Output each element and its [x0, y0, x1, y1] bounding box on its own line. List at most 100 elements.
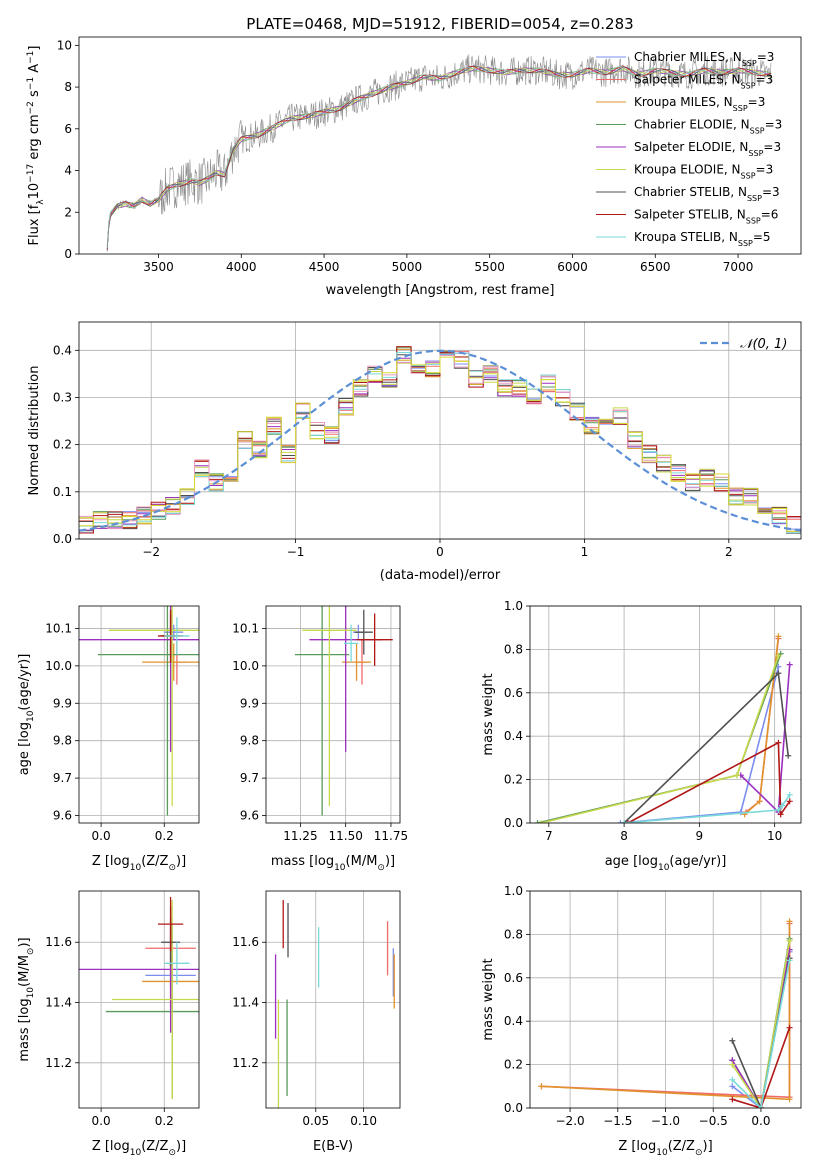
spectrum-frame — [78, 36, 802, 255]
spectrum-xtick-label: 4000 — [226, 260, 257, 274]
mass-vs-z-ytick-label: 11.6 — [45, 935, 72, 949]
legend-entry-5: Kroupa ELODIE, NSSP=3 — [634, 163, 773, 181]
age-vs-z-xlabel: Z [log10(Z/Z⊙)] — [92, 854, 186, 873]
residuals-xtick-label: 0 — [436, 545, 444, 559]
legend-entry-6: Chabrier STELIB, NSSP=3 — [634, 185, 780, 203]
age-vs-z-ytick-label: 9.7 — [53, 771, 72, 785]
mass-weight-vs-z-marker-7 — [786, 1024, 793, 1031]
age-vs-mass-ytick-label: 9.7 — [240, 771, 259, 785]
spectrum-ylabel-part: ] — [27, 46, 42, 51]
legend-entry-part: SSP — [742, 59, 757, 68]
age-vs-z-ytick-label: 9.9 — [53, 696, 72, 710]
gaussian-legend-label: 𝒩(0, 1) — [740, 337, 787, 352]
legend-entry-part: =3 — [756, 163, 774, 177]
legend-entry-part: Salpeter STELIB, N — [634, 208, 746, 222]
mass-weight-vs-z-xlabel-part: ⊙ — [695, 1148, 703, 1158]
legend-entry-part: Chabrier ELODIE, N — [634, 118, 750, 132]
spectrum-ylabel-part: erg cm — [27, 114, 42, 163]
mass-vs-z-xtick-label: 0.0 — [92, 1114, 111, 1128]
spectrum-xtick-label: 5500 — [474, 260, 505, 274]
age-vs-mass-ytick-label: 10.0 — [232, 659, 259, 673]
spectrum-ylabel-part: s — [27, 90, 42, 101]
age-vs-mass-xtick-label: 11.50 — [328, 829, 362, 843]
mass-vs-z-ylabel-part: ⊙ — [26, 948, 36, 956]
legend-entry-part: SSP — [747, 194, 762, 203]
mass-weight-vs-z-xtick-label: −1.0 — [651, 1114, 680, 1128]
mass-weight-vs-z-xtick-label: −1.5 — [603, 1114, 632, 1128]
mass-weight-vs-age-marker-8 — [621, 820, 628, 823]
residuals-frame — [78, 321, 802, 540]
age-vs-z-ytick-label: 10.0 — [45, 659, 72, 673]
age-vs-z-ytick-label: 9.8 — [53, 734, 72, 748]
mass-weight-vs-age-xlabel-part: 10 — [658, 863, 670, 873]
gaussian-curve — [79, 349, 801, 532]
age-vs-mass-ytick-label: 9.6 — [240, 809, 259, 823]
age-vs-mass-ytick-label: 9.8 — [240, 734, 259, 748]
legend-entry-part: Kroupa STELIB, N — [634, 230, 738, 244]
mass-weight-vs-z-xtick-label: −2.0 — [556, 1114, 585, 1128]
legend-entry-0: Chabrier MILES, NSSP=3 — [634, 50, 774, 68]
mass-weight-vs-age-marker-8 — [779, 802, 786, 809]
spectrum-xtick-label: 6000 — [557, 260, 588, 274]
mass-weight-vs-age-line-8 — [624, 794, 791, 823]
mass-weight-vs-age-marker-2 — [775, 633, 782, 640]
mass-weight-vs-z-ytick-label: 0.6 — [504, 971, 523, 985]
mass-weight-vs-age-marker-6 — [785, 752, 792, 759]
mass-weight-vs-z-ytick-label: 0.0 — [504, 1101, 523, 1115]
age-vs-z-xlabel-part: Z [log — [92, 854, 130, 869]
mass-weight-vs-age-marker-7 — [786, 798, 793, 805]
mass-weight-vs-z-ytick-label: 1.0 — [504, 884, 523, 898]
mass-vs-z-ylabel-part: (M/M — [17, 955, 32, 987]
mass-weight-vs-age-plot-area — [534, 633, 793, 823]
mass-vs-z-xlabel-part: )] — [176, 1139, 186, 1154]
mass-vs-ebv-frame — [265, 890, 401, 1109]
mass-weight-vs-age-ytick-label: 0.0 — [504, 816, 523, 830]
mass-vs-ebv-plot-area — [274, 900, 395, 1108]
legend-entry-part: SSP — [750, 126, 765, 135]
spectrum-ylabel: Flux [fλ10−17 erg cm−2 s−1 A−1] — [26, 46, 46, 246]
residuals-xtick-label: −2 — [142, 545, 160, 559]
mass-weight-vs-age-marker-3 — [534, 820, 541, 823]
spectrum-observed-line — [106, 54, 772, 252]
mass-weight-vs-z-ylabel: mass weight — [481, 958, 496, 1040]
mass-vs-ebv-xlabel: E(B-V) — [313, 1139, 353, 1154]
mass-weight-vs-age-xtick-label: 7 — [545, 829, 553, 843]
mass-weight-vs-z-xlabel-part: )] — [703, 1139, 713, 1154]
residuals-plot-area — [79, 346, 801, 534]
legend-entry-part: =3 — [757, 50, 775, 64]
mass-weight-vs-age-marker-7 — [775, 739, 782, 746]
age-vs-mass-xlabel-part: 10 — [334, 863, 346, 873]
legend-entry-part: =3 — [748, 95, 766, 109]
legend-entry-2: Kroupa MILES, NSSP=3 — [634, 95, 765, 113]
mass-weight-vs-z-ytick-label: 0.4 — [504, 1014, 523, 1028]
legend-entry-part: Chabrier STELIB, N — [634, 185, 747, 199]
legend-entry-part: Chabrier MILES, N — [634, 50, 742, 64]
legend-entry-part: Salpeter ELODIE, N — [634, 140, 748, 154]
spectrum-xtick-label: 3500 — [143, 260, 174, 274]
mass-weight-vs-z-line-8 — [731, 960, 791, 1108]
mass-weight-vs-age-ytick-label: 0.4 — [504, 729, 523, 743]
mass-vs-z-ytick-label: 11.2 — [45, 1056, 72, 1070]
mass-weight-vs-age-xlabel-part: age [log — [605, 854, 658, 869]
mass-weight-vs-z-xlabel: Z [log10(Z/Z⊙)] — [618, 1139, 712, 1158]
age-vs-z-frame — [78, 605, 200, 824]
residuals-ytick-label: 0.3 — [53, 390, 72, 404]
mass-weight-vs-age-ylabel: mass weight — [481, 673, 496, 755]
mass-weight-vs-age-marker-8 — [786, 791, 793, 798]
age-vs-mass-xlabel: mass [log10(M/M⊙)] — [271, 854, 395, 873]
mass-weight-vs-age-xlabel: age [log10(age/yr)] — [605, 854, 727, 873]
age-vs-mass-xlabel-part: )] — [385, 854, 395, 869]
spectrum-model-line-8 — [106, 66, 772, 248]
legend-entry-part: Kroupa MILES, N — [634, 95, 733, 109]
age-vs-mass-xtick-label: 11.75 — [374, 829, 408, 843]
age-vs-z-xlabel-part: (Z/Z — [141, 854, 168, 869]
legend-entry-8: Kroupa STELIB, NSSP=5 — [634, 230, 771, 248]
age-vs-z-xtick-label: 0.2 — [155, 829, 174, 843]
mass-weight-vs-age-ytick-label: 0.2 — [504, 773, 523, 787]
spectrum-ytick-label: 10 — [57, 38, 72, 52]
spectrum-xtick-label: 6500 — [640, 260, 671, 274]
mass-vs-z-xlabel-part: ⊙ — [168, 1148, 176, 1158]
age-vs-z-ylabel-part: (age/yr)] — [17, 654, 32, 711]
age-vs-z-ylabel: age [log10(age/yr)] — [17, 654, 36, 776]
